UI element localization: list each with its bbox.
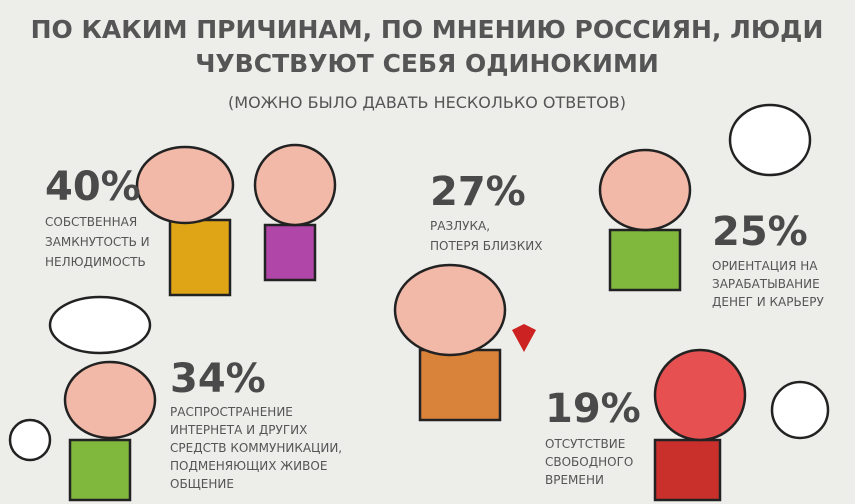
reason-line: ОБЩЕНИЕ <box>170 477 234 491</box>
reason-line: ПОТЕРЯ БЛИЗКИХ <box>430 239 542 253</box>
reason-line: СРЕДСТВ КОММУНИКАЦИИ, <box>170 441 342 455</box>
percent: 25% <box>712 209 808 255</box>
reason-line: ДЕНЕГ И КАРЬЕРУ <box>712 295 825 309</box>
reason-line: ПОДМЕНЯЮЩИХ ЖИВОЕ <box>170 459 327 473</box>
subtitle: (МОЖНО БЫЛО ДАВАТЬ НЕСКОЛЬКО ОТВЕТОВ) <box>228 93 626 112</box>
reason-line: РАСПРОСТРАНЕНИЕ <box>170 405 293 419</box>
reason-line: ОРИЕНТАЦИЯ НА <box>712 259 818 273</box>
title-line: ЧУВСТВУЮТ СЕБЯ ОДИНОКИМИ <box>195 49 659 78</box>
reason-line: ИНТЕРНЕТА И ДРУГИХ <box>170 423 307 437</box>
percent: 19% <box>545 386 641 432</box>
reason-line: НЕЛЮДИМОСТЬ <box>45 255 146 269</box>
reason-line: СВОБОДНОГО <box>545 455 633 469</box>
reason-line: СОБСТВЕННАЯ <box>45 215 137 229</box>
percent: 40% <box>45 164 141 210</box>
figures <box>8 103 830 502</box>
reason-line: ЗАМКНУТОСТЬ И <box>45 235 150 249</box>
reason-line: РАЗЛУКА, <box>430 219 490 233</box>
percent: 34% <box>170 356 266 402</box>
percent: 27% <box>430 169 526 215</box>
reason-line: ЗАРАБАТЫВАНИЕ <box>712 277 820 291</box>
reason-line: ОТСУТСТВИЕ <box>545 437 625 451</box>
reason-line: ВРЕМЕНИ <box>545 473 604 487</box>
title-line: ПО КАКИМ ПРИЧИНАМ, ПО МНЕНИЮ РОССИЯН, ЛЮ… <box>31 15 824 44</box>
